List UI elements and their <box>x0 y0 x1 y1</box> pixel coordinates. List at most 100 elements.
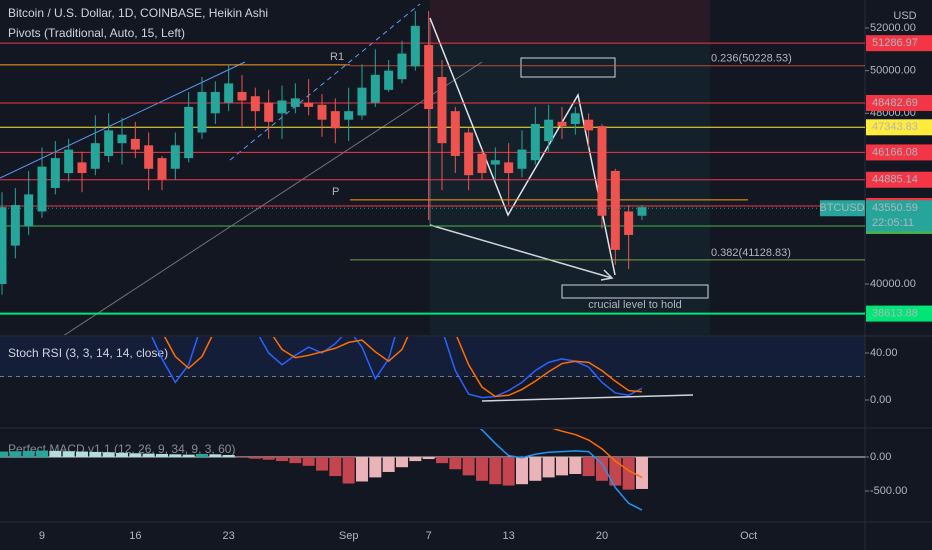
candle-body <box>90 143 100 169</box>
indicator-title: Pivots (Traditional, Auto, 15, Left) <box>8 26 185 40</box>
trend-arrow <box>429 224 613 279</box>
candle-body <box>37 166 47 212</box>
candle-body <box>277 100 287 114</box>
candle-body <box>517 149 527 169</box>
level-label-box <box>866 35 932 52</box>
histogram-bar <box>115 452 128 458</box>
histogram-bar <box>129 453 142 458</box>
x-tick-label: 20 <box>596 530 608 542</box>
histogram-bar <box>289 457 302 464</box>
candle-body <box>410 25 420 67</box>
candle-body <box>570 113 580 124</box>
candle-body <box>117 134 127 144</box>
histogram-bar <box>635 457 648 489</box>
candle-body <box>317 104 327 120</box>
channel-line <box>229 3 421 161</box>
histogram-bar <box>315 457 328 471</box>
histogram-bar <box>422 457 435 460</box>
histogram-bar <box>449 457 462 470</box>
candle-body <box>24 194 34 227</box>
stoch-band <box>0 337 865 377</box>
histogram-bar <box>409 457 422 462</box>
histogram-bar <box>262 457 275 460</box>
level-label: 47343.83 <box>872 121 918 133</box>
pivot-label: P <box>332 186 339 198</box>
level-label-box <box>866 171 932 188</box>
histogram-bar <box>182 454 195 458</box>
candle-body <box>464 132 474 176</box>
histogram-bar <box>595 457 608 481</box>
histogram-bar <box>622 457 635 490</box>
symbol-label: BTCUSD <box>819 202 864 214</box>
line-series <box>151 337 643 399</box>
currency-label: USD <box>893 10 916 22</box>
reward-zone <box>430 43 710 335</box>
level-label-box <box>866 144 932 161</box>
line-series <box>163 337 643 398</box>
y-tick-label: -500.00 <box>870 485 907 497</box>
last-price-box <box>866 200 932 232</box>
histogram-bar <box>235 457 248 458</box>
histogram-bar <box>395 457 408 468</box>
histogram-bar <box>35 450 48 458</box>
candle-body <box>237 91 247 101</box>
x-tick-label: 9 <box>39 530 45 542</box>
y-tick-label: 0.00 <box>870 451 891 463</box>
candle-body <box>330 111 340 129</box>
histogram-bar <box>555 457 568 476</box>
chart-title: Bitcoin / U.S. Dollar, 1D, COINBASE, Hei… <box>8 6 268 20</box>
risk-zone <box>430 0 710 43</box>
candle-body <box>397 53 407 80</box>
histogram-bar <box>489 457 502 485</box>
candle-body <box>130 138 140 150</box>
candle-body <box>210 91 220 114</box>
y-tick-label: 50000.00 <box>870 65 916 77</box>
line-series <box>479 429 643 511</box>
candle-body <box>530 123 540 161</box>
pane <box>0 10 865 315</box>
candle-body <box>0 207 7 285</box>
candle-body <box>104 130 114 156</box>
histogram-bar <box>462 457 475 476</box>
histogram-bar <box>515 457 528 485</box>
pivot-label: R1 <box>330 51 344 63</box>
histogram-bar <box>195 453 208 458</box>
countdown-label: 22:05:11 <box>872 217 914 229</box>
candle-body <box>557 121 567 127</box>
box <box>561 284 709 299</box>
candle-body <box>144 145 154 169</box>
candle-body <box>170 145 180 169</box>
last-price-label: 43550.59 <box>872 202 918 214</box>
level-label: 44885.14 <box>872 174 918 186</box>
candle-body <box>437 77 447 144</box>
channel-line <box>0 61 246 179</box>
candle-body <box>624 211 634 235</box>
histogram-bar <box>169 454 182 458</box>
x-tick-label: 7 <box>426 530 432 542</box>
candle-body <box>584 119 594 131</box>
candle-body <box>504 162 514 174</box>
annotation: crucial level to hold <box>588 299 682 311</box>
histogram-bar <box>382 457 395 472</box>
candle-body <box>264 102 274 122</box>
pane <box>0 337 865 399</box>
histogram-bar <box>222 454 235 458</box>
candle-body <box>477 153 487 174</box>
histogram-bar <box>75 451 88 458</box>
histogram-bar <box>342 457 355 484</box>
candle-body <box>384 70 394 90</box>
histogram-bar <box>435 457 448 464</box>
histogram-bar <box>155 453 168 458</box>
histogram-bar <box>249 457 262 459</box>
histogram-bar <box>355 457 368 482</box>
candle-body <box>357 87 367 116</box>
candle-body <box>10 205 20 246</box>
histogram-bar <box>22 450 35 458</box>
histogram-bar <box>102 452 115 458</box>
candle-body <box>304 102 314 107</box>
candle-body <box>64 149 74 174</box>
histogram-bar <box>62 451 75 458</box>
channel-line <box>63 61 483 335</box>
candle-body <box>50 158 60 188</box>
